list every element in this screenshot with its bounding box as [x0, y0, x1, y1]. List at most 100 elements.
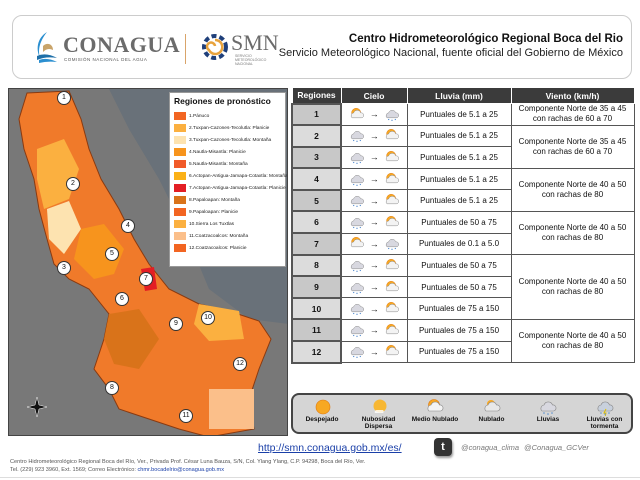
wind-cell: Componente Norte de 40 a 50 con rachas d… [510, 210, 635, 256]
legend-swatch [174, 112, 186, 120]
header-viento: Viento (km/h) [510, 87, 635, 104]
legend-label: 2.Tuxpan-Cazones-Tecolutla: Planicie [189, 125, 270, 131]
bottom-divider [0, 477, 640, 478]
lluvias-icon [347, 172, 367, 187]
conagua-emblem-icon [37, 32, 57, 63]
lluvias-icon [537, 398, 559, 416]
region-marker-1: 1 [57, 91, 71, 105]
legend-swatch [174, 136, 186, 144]
rain-cell: Puntuales de 5.1 a 25 [406, 103, 512, 126]
page-title: Centro Hidrometeorológico Regional Boca … [348, 33, 623, 45]
rain-cell: Puntuales de 5.1 a 25 [406, 124, 512, 148]
arrow-right-icon: → [369, 282, 379, 293]
map-legend-item: 2.Tuxpan-Cazones-Tecolutla: Planicie [174, 122, 281, 134]
lluvias-icon [347, 323, 367, 338]
rain-cell: Puntuales de 50 a 75 [406, 254, 512, 277]
map-legend-item: 8.Papaloapan: Montaña [174, 194, 281, 206]
arrow-right-icon: → [369, 260, 379, 271]
wind-cell: Componente Norte de 40 a 50 con rachas d… [510, 318, 635, 364]
sky-legend: Despejado Nubosidad Dispersa Medio Nublado… [291, 393, 633, 434]
header-cielo: Cielo [340, 87, 408, 104]
medio-nublado-icon [382, 172, 402, 187]
lluvias-icon [382, 107, 402, 122]
legend-label: 1.Pánuco [189, 113, 210, 119]
legend-swatch [174, 172, 186, 180]
medio-nublado-icon [382, 193, 402, 208]
wind-cell: Componente Norte de 40 a 50 con rachas d… [510, 167, 635, 212]
arrow-right-icon: → [369, 346, 379, 357]
arrow-right-icon: → [369, 217, 379, 228]
smn-emblem-icon [202, 34, 228, 60]
map-legend-item: 1.Pánuco [174, 110, 281, 122]
sky-legend-item: Despejado [295, 398, 349, 423]
twitter-handle-clima[interactable]: @conagua_clima [461, 443, 520, 452]
region-cell: 11 [291, 318, 342, 343]
sky-cell: → [340, 189, 408, 212]
region-cell: 4 [291, 167, 342, 191]
table-row: 10 → Puntuales de 75 a 150 [291, 296, 634, 321]
region-cell: 7 [291, 232, 342, 256]
medio-nublado-icon [382, 128, 402, 143]
twitter-icon[interactable]: t [434, 438, 452, 456]
map-legend: Regiones de pronóstico 1.Pánuco 2.Tuxpan-… [169, 92, 287, 267]
sky-cell: → [340, 340, 408, 364]
table-row: 5 → Puntuales de 5.1 a 25 [291, 188, 634, 213]
map-legend-item: 10.Sierra Los Tuxtlas [174, 218, 281, 230]
lluvias-icon [347, 193, 367, 208]
region-cell: 5 [291, 188, 342, 213]
sky-legend-item: Nublado [465, 398, 519, 423]
rain-cell: Puntuales de 5.1 a 25 [406, 167, 512, 191]
page-subtitle: Servicio Meteorológico Nacional, fuente … [278, 47, 623, 59]
medio-nublado-icon [382, 258, 402, 273]
sky-cell: → [340, 167, 408, 191]
logo-divider [185, 34, 186, 64]
rain-cell: Puntuales de 75 a 150 [406, 318, 512, 342]
region-cell: 8 [291, 253, 342, 278]
legend-swatch [174, 232, 186, 240]
region-marker-9: 9 [169, 317, 183, 331]
legend-label: 3.Tuxpan-Cazones-Tecolutla: Montaña [189, 137, 272, 143]
rain-cell: Puntuales de 0.1 a 5.0 [406, 232, 512, 256]
compass-rose-icon [27, 397, 47, 417]
sky-cell: → [340, 254, 408, 277]
region-cell: 1 [291, 102, 342, 127]
legend-label: 7.Actopan-Antigua-Jamapa-Cotaxtla: Plani… [189, 185, 286, 191]
nublado-icon [481, 398, 503, 416]
region-marker-12: 12 [233, 357, 247, 371]
twitter-handle-gcver[interactable]: @Conagua_GCVer [524, 443, 589, 452]
smn-website-link[interactable]: http://smn.conagua.gob.mx/es/ [258, 442, 402, 454]
region-cell: 2 [291, 124, 342, 148]
conagua-logo: CONAGUA COMISIÓN NACIONAL DEL AGUA [33, 30, 180, 66]
header-lluvia: Lluvia (mm) [406, 87, 512, 104]
table-row: 8 → Puntuales de 50 a 75 Componente Norte… [291, 253, 635, 320]
region-marker-3: 3 [57, 261, 71, 275]
sky-legend-label: Medio Nublado [411, 416, 459, 423]
sky-cell: → [340, 124, 408, 148]
sky-legend-label: Nublado [478, 416, 505, 423]
region-marker-6: 6 [115, 292, 129, 306]
medio-nublado-icon [424, 398, 446, 416]
legend-swatch [174, 196, 186, 204]
table-row: 9 → Puntuales de 50 a 75 [291, 275, 634, 299]
legend-swatch [174, 220, 186, 228]
sky-legend-label: Nubosidad Dispersa [361, 416, 396, 430]
region-cell: 10 [291, 296, 342, 321]
email-link[interactable]: chmr.bocadelrio@conagua.gob.mx [137, 467, 225, 473]
legend-label: 8.Papaloapan: Montaña [189, 197, 240, 203]
rain-cell: Puntuales de 5.1 a 25 [406, 146, 512, 169]
arrow-right-icon: → [369, 238, 379, 249]
map-legend-title: Regiones de pronóstico [174, 96, 271, 106]
forecast-table: Regiones Cielo Lluvia (mm) Viento (km/h)… [291, 87, 635, 364]
rain-cell: Puntuales de 75 a 150 [406, 297, 512, 320]
despejado-icon [311, 398, 333, 416]
table-row: 12 → Puntuales de 75 a 150 [291, 340, 634, 364]
arrow-right-icon: → [369, 130, 379, 141]
wind-cell: Componente Norte de 40 a 50 con rachas d… [510, 254, 635, 320]
table-row: 7 → Puntuales de 0.1 a 5.0 [291, 232, 634, 256]
lluvias-icon [347, 258, 367, 273]
map-legend-item: 3.Tuxpan-Cazones-Tecolutla: Montaña [174, 134, 281, 146]
legend-swatch [174, 208, 186, 216]
arrow-right-icon: → [369, 303, 379, 314]
map-legend-item: 7.Actopan-Antigua-Jamapa-Cotaxtla: Plani… [174, 182, 286, 194]
arrow-right-icon: → [369, 152, 379, 163]
